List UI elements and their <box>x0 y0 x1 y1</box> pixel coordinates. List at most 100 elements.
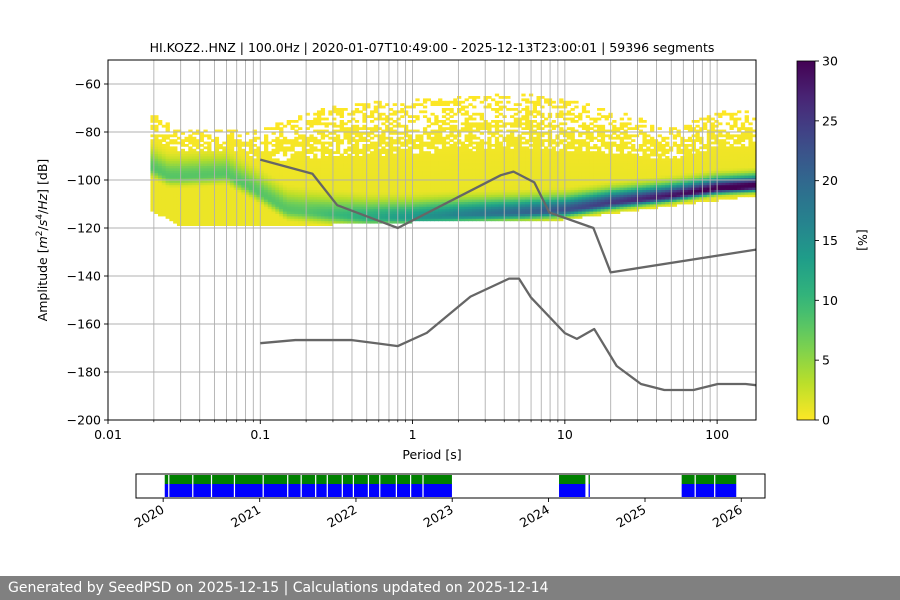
heatmap-cell <box>237 213 242 217</box>
heatmap-cell <box>373 177 379 181</box>
heatmap-cell <box>301 184 307 188</box>
heatmap-cell <box>339 187 344 190</box>
heatmap-cell <box>619 194 625 198</box>
heatmap-cell <box>388 184 394 188</box>
heatmap-cell <box>335 201 341 205</box>
heatmap-cell <box>366 175 371 178</box>
heatmap-cell <box>430 175 435 178</box>
heatmap-cell <box>468 129 473 133</box>
heatmap-cell <box>298 192 303 195</box>
heatmap-cell <box>570 172 575 176</box>
heatmap-cell <box>525 182 530 186</box>
heatmap-cell <box>574 204 579 207</box>
heatmap-cell <box>199 144 204 147</box>
heatmap-cell <box>491 153 496 157</box>
heatmap-cell <box>506 165 511 169</box>
heatmap-cell <box>415 172 420 176</box>
heatmap-cell <box>422 182 428 186</box>
heatmap-cell <box>517 158 522 162</box>
heatmap-cell <box>388 132 394 135</box>
heatmap-cell <box>184 158 189 162</box>
heatmap-cell <box>369 144 375 147</box>
heatmap-cell <box>400 163 405 166</box>
heatmap-cell <box>354 156 360 159</box>
heatmap-cell <box>615 196 621 200</box>
heatmap-cell <box>154 182 159 186</box>
heatmap-cell <box>233 213 238 217</box>
heatmap-cell <box>248 144 254 147</box>
heatmap-cell <box>298 151 303 154</box>
heatmap-cell <box>472 211 477 214</box>
heatmap-cell <box>392 182 397 186</box>
heatmap-cell <box>585 213 590 217</box>
heatmap-cell <box>392 177 397 181</box>
heatmap-cell <box>313 163 318 166</box>
heatmap-cell <box>581 127 587 130</box>
heatmap-cell <box>316 117 322 121</box>
heatmap-cell <box>381 184 386 188</box>
heatmap-cell <box>203 158 208 162</box>
heatmap-cell <box>464 158 469 162</box>
heatmap-cell <box>525 120 530 123</box>
heatmap-cell <box>491 151 496 154</box>
heatmap-cell <box>192 184 197 188</box>
heatmap-cell <box>581 189 587 193</box>
heatmap-cell <box>570 187 575 190</box>
heatmap-cell <box>369 196 375 200</box>
heatmap-cell <box>521 108 526 111</box>
heatmap-cell <box>468 141 473 145</box>
heatmap-cell <box>581 204 587 207</box>
heatmap-cell <box>422 216 428 219</box>
heatmap-cell <box>532 136 537 140</box>
heatmap-cell <box>494 151 500 154</box>
heatmap-cell <box>532 199 537 202</box>
heatmap-cell <box>566 213 572 217</box>
heatmap-cell <box>377 170 382 174</box>
heatmap-cell <box>604 168 609 171</box>
heatmap-cell <box>566 189 572 193</box>
heatmap-cell <box>305 220 310 224</box>
heatmap-cell <box>267 187 273 190</box>
heatmap-cell <box>298 182 303 186</box>
heatmap-cell <box>509 175 515 178</box>
heatmap-cell <box>192 153 197 157</box>
heatmap-cell <box>536 156 541 159</box>
heatmap-cell <box>441 192 447 195</box>
heatmap-cell <box>392 187 397 190</box>
heatmap-cell <box>218 194 223 198</box>
heatmap-cell <box>600 168 606 171</box>
heatmap-cell <box>544 139 549 142</box>
heatmap-cell <box>585 129 590 133</box>
heatmap-cell <box>460 187 466 190</box>
heatmap-cell <box>207 177 212 181</box>
heatmap-cell <box>570 175 575 178</box>
heatmap-cell <box>385 103 390 106</box>
heatmap-cell <box>392 158 397 162</box>
heatmap-cell <box>634 175 640 178</box>
heatmap-cell <box>180 199 186 202</box>
heatmap-cell <box>430 112 435 116</box>
heatmap-cell <box>438 98 443 102</box>
heatmap-cell <box>468 182 473 186</box>
heatmap-cell <box>150 204 155 207</box>
heatmap-cell <box>449 206 454 210</box>
heatmap-cell <box>271 132 276 135</box>
heatmap-cell <box>411 170 416 174</box>
heatmap-cell <box>339 177 344 181</box>
heatmap-cell <box>188 223 193 226</box>
heatmap-cell <box>351 187 356 190</box>
heatmap-cell <box>263 194 269 198</box>
heatmap-cell <box>494 180 500 183</box>
heatmap-cell <box>332 165 337 169</box>
heatmap-cell <box>373 216 379 219</box>
heatmap-cell <box>419 148 424 152</box>
heatmap-cell <box>566 206 572 210</box>
heatmap-cell <box>351 220 356 224</box>
heatmap-cell <box>604 115 609 118</box>
heatmap-cell <box>506 201 511 205</box>
heatmap-cell <box>604 177 609 181</box>
heatmap-cell <box>362 105 367 109</box>
heatmap-cell <box>354 110 360 114</box>
heatmap-cell <box>335 192 341 195</box>
heatmap-cell <box>313 158 318 162</box>
